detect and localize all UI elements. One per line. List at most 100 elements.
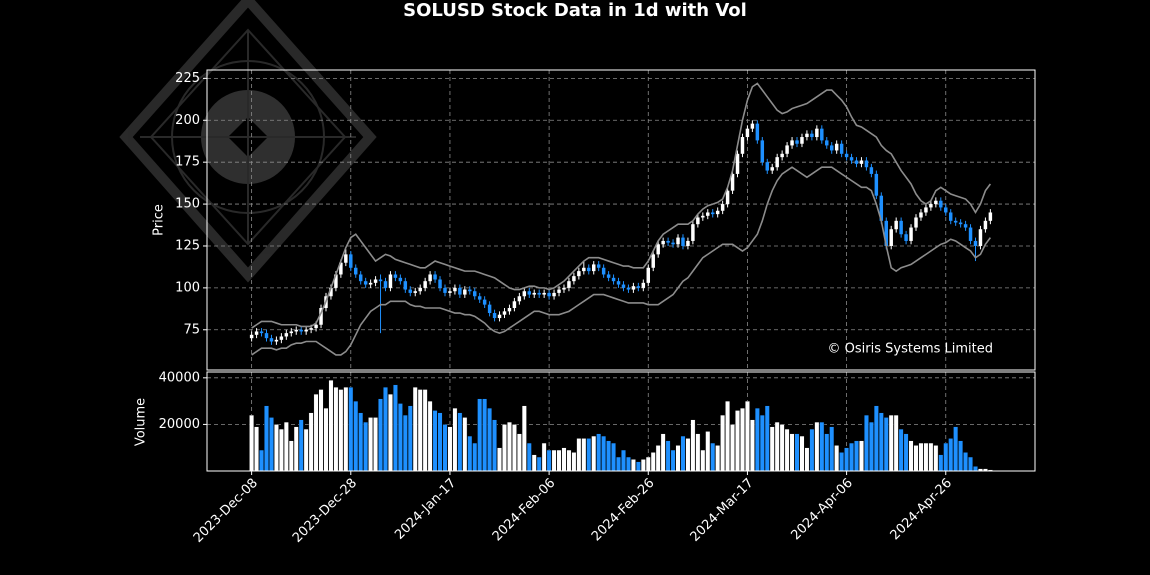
candle-body <box>289 331 294 334</box>
candle-body <box>512 301 517 308</box>
volume-bar <box>824 433 830 472</box>
volume-bar <box>640 459 646 472</box>
candle-body <box>418 287 422 292</box>
volume-bar <box>943 442 949 472</box>
volume-bar <box>844 447 850 472</box>
chart-title: SOLUSD Stock Data in 1d with Vol <box>403 0 747 21</box>
volume-bar <box>923 442 929 472</box>
volume-bar <box>556 449 562 472</box>
candle-body <box>299 329 303 332</box>
volume-bar <box>521 405 527 472</box>
candle-body <box>978 229 983 246</box>
volume-bar <box>333 386 339 472</box>
volume-bar <box>551 449 557 472</box>
volume-bar <box>829 426 835 472</box>
candle-body <box>825 140 829 146</box>
candle-body <box>735 153 740 174</box>
candle-body <box>354 267 358 275</box>
volume-bar <box>948 438 954 472</box>
candle-body <box>502 311 507 315</box>
candle-body <box>686 240 690 246</box>
bollinger-band <box>251 166 992 356</box>
candle-body <box>785 145 789 154</box>
volume-bar <box>799 435 805 472</box>
volume-bar <box>566 449 572 472</box>
candle-body <box>839 143 844 154</box>
watermark-logo <box>119 0 377 283</box>
candle-body <box>572 276 576 282</box>
candle-body <box>948 212 953 221</box>
volume-bar <box>591 435 597 472</box>
volume-bar <box>422 389 428 472</box>
candle-body <box>929 204 933 208</box>
volume-bar <box>883 417 889 472</box>
volume-bar <box>378 398 383 472</box>
candle-body <box>294 329 298 332</box>
volume-bar <box>973 466 978 472</box>
volume-bar <box>437 412 443 472</box>
candle-body <box>879 195 884 221</box>
volume-bar <box>293 426 299 472</box>
candle-body <box>755 123 760 141</box>
volume-bar <box>482 398 488 472</box>
volume-bar <box>283 421 289 472</box>
candle-body <box>304 329 308 332</box>
y-axis-label: Price <box>152 204 167 236</box>
volume-bar <box>427 400 433 472</box>
candle-body <box>334 274 338 288</box>
volume-bar <box>715 445 721 472</box>
candle-body <box>770 167 774 171</box>
candle-body <box>750 123 755 129</box>
candle-body <box>363 281 368 285</box>
candle-body <box>249 334 254 339</box>
candle-body <box>458 287 462 295</box>
candle-body <box>388 274 393 288</box>
candle-body <box>651 254 655 268</box>
volume-bar <box>745 400 750 472</box>
volume-bar <box>511 424 517 472</box>
y-tick-label: 225 <box>175 71 200 86</box>
candle-body <box>765 162 769 171</box>
candle-body <box>815 128 819 138</box>
y-tick-label: 150 <box>175 197 200 212</box>
candle-body <box>730 173 735 191</box>
candle-body <box>378 279 383 282</box>
candle-body <box>958 222 963 225</box>
volume-bar <box>269 417 274 472</box>
volume-bar <box>630 459 636 472</box>
candle-body <box>869 167 874 174</box>
volume-bar <box>655 445 661 472</box>
candle-body <box>309 328 313 330</box>
volume-bar <box>789 433 795 472</box>
candle-body <box>616 281 621 285</box>
volume-bar <box>407 405 413 472</box>
y-tick-label: 100 <box>175 280 200 295</box>
volume-bar <box>769 426 775 472</box>
volume-bar <box>323 407 329 472</box>
y-tick-label: 125 <box>175 238 200 253</box>
candle-body <box>874 173 879 196</box>
candle-body <box>899 220 903 235</box>
volume-bar <box>650 452 656 472</box>
candle-body <box>849 157 854 161</box>
logo-diamond <box>149 28 347 246</box>
volume-panel-frame <box>206 371 1036 472</box>
candle-body <box>919 212 923 218</box>
candle-body <box>800 137 804 144</box>
candle-body <box>537 292 541 295</box>
volume-bar <box>541 442 547 472</box>
candle-body <box>740 137 745 154</box>
volume-bar <box>264 405 269 472</box>
candle-body <box>373 279 378 283</box>
candle-body <box>492 313 497 319</box>
candle-body <box>666 240 670 243</box>
candle-body <box>934 200 938 205</box>
volume-bar <box>561 447 567 472</box>
volume-bar <box>903 433 909 472</box>
volume-bar <box>303 428 309 472</box>
volume-bar <box>700 449 706 472</box>
candle-body <box>988 212 993 221</box>
volume-bar <box>933 445 939 472</box>
volume-bar <box>363 421 369 472</box>
